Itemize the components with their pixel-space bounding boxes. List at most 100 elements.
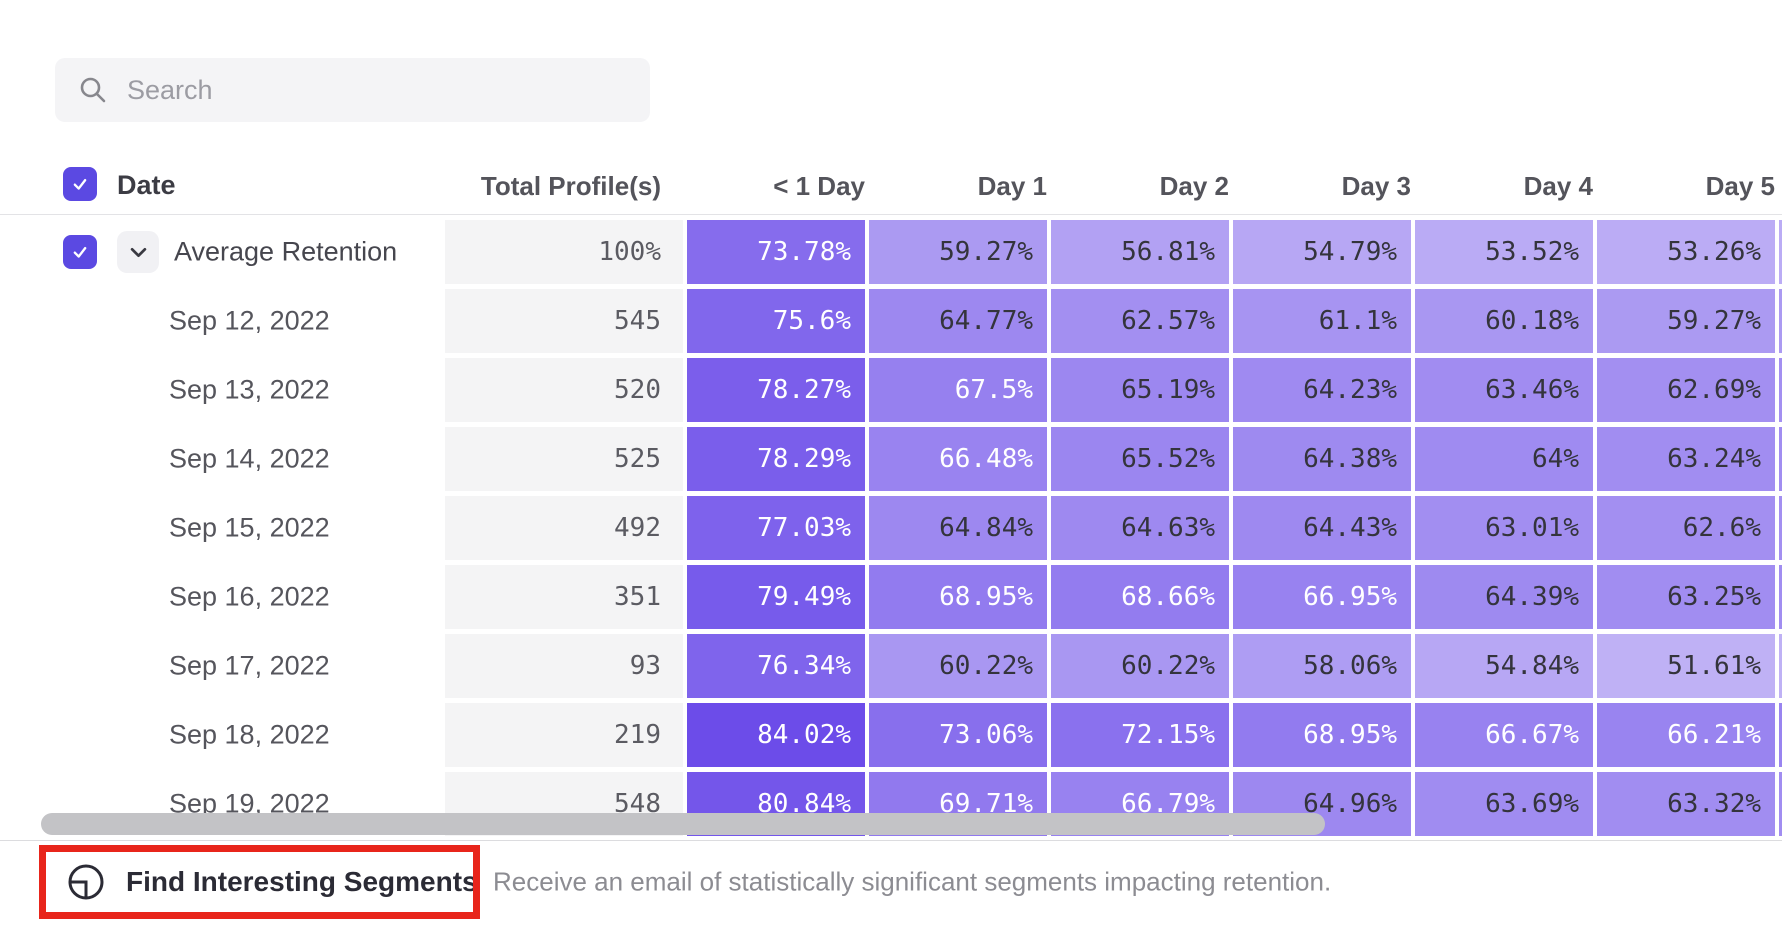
- retention-heat-cell: 78.29%: [687, 427, 865, 491]
- total-profiles-cell: 351: [445, 565, 683, 629]
- table-row: Sep 14, 2022 525 78.29% 66.48% 65.52% 64.38% 6…: [0, 427, 1782, 491]
- expand-collapse-button[interactable]: [117, 231, 159, 273]
- retention-heat-cell: 66.48%: [869, 427, 1047, 491]
- clipped-next-column-cell: [1779, 358, 1782, 422]
- table-row: Sep 18, 2022 219 84.02% 73.06% 72.15% 68.95% 6…: [0, 703, 1782, 767]
- retention-heat-cell: 68.95%: [1233, 703, 1411, 767]
- cohort-date-label: Sep 15, 2022: [169, 512, 330, 543]
- retention-heat-cell: 64%: [1415, 427, 1593, 491]
- check-icon: [73, 246, 87, 258]
- retention-heat-cell: 54.84%: [1415, 634, 1593, 698]
- table-row: Sep 12, 2022 545 75.6% 64.77% 62.57% 61.1% 60.…: [0, 289, 1782, 353]
- retention-heat-cell: 78.27%: [687, 358, 865, 422]
- total-profiles-cell: 520: [445, 358, 683, 422]
- average-retention-checkbox[interactable]: [63, 235, 97, 269]
- retention-heat-cell: 64.77%: [869, 289, 1047, 353]
- retention-heat-cell: 68.66%: [1051, 565, 1229, 629]
- retention-heat-cell: 76.34%: [687, 634, 865, 698]
- clipped-next-column-cell: [1779, 427, 1782, 491]
- table-row: Sep 13, 2022 520 78.27% 67.5% 65.19% 64.23% 63…: [0, 358, 1782, 422]
- retention-heat-cell: 66.21%: [1597, 703, 1775, 767]
- horizontal-scrollbar-thumb[interactable]: [41, 813, 1325, 835]
- search-box[interactable]: [55, 58, 650, 122]
- retention-heat-cell: 67.5%: [869, 358, 1047, 422]
- table-row: Average Retention 100% 73.78% 59.27% 56.81% 5…: [0, 220, 1782, 284]
- day-column-header: Day 5: [1705, 171, 1775, 201]
- cohort-date-label: Sep 14, 2022: [169, 443, 330, 474]
- retention-heat-cell: 59.27%: [869, 220, 1047, 284]
- cohort-date-label: Sep 12, 2022: [169, 305, 330, 336]
- retention-heat-cell: 66.67%: [1415, 703, 1593, 767]
- clipped-next-column-cell: [1779, 565, 1782, 629]
- retention-heat-cell: 64.84%: [869, 496, 1047, 560]
- retention-heat-cell: 66.95%: [1233, 565, 1411, 629]
- find-interesting-segments-button[interactable]: Find Interesting Segments: [126, 866, 478, 897]
- retention-heat-cell: 60.18%: [1415, 289, 1593, 353]
- retention-heat-cell: 62.69%: [1597, 358, 1775, 422]
- retention-heat-cell: 51.61%: [1597, 634, 1775, 698]
- retention-heat-cell: 63.46%: [1415, 358, 1593, 422]
- total-profiles-cell: 93: [445, 634, 683, 698]
- cohort-date-label: Sep 16, 2022: [169, 581, 330, 612]
- segments-pie-icon: [68, 864, 104, 900]
- day-column-header: Day 3: [1341, 171, 1411, 201]
- retention-heat-cell: 64.39%: [1415, 565, 1593, 629]
- total-profiles-cell: 545: [445, 289, 683, 353]
- cohort-date-label: Sep 17, 2022: [169, 650, 330, 681]
- retention-heat-cell: 63.32%: [1597, 772, 1775, 836]
- total-profiles-cell: 492: [445, 496, 683, 560]
- retention-heat-cell: 53.26%: [1597, 220, 1775, 284]
- retention-heat-cell: 77.03%: [687, 496, 865, 560]
- date-column-header: Date: [117, 170, 176, 200]
- clipped-next-column-cell: [1779, 220, 1782, 284]
- retention-heat-cell: 63.25%: [1597, 565, 1775, 629]
- select-all-checkbox[interactable]: [63, 167, 97, 201]
- day-column-header: Day 1: [977, 171, 1047, 201]
- retention-heat-cell: 56.81%: [1051, 220, 1229, 284]
- clipped-next-column-cell: [1779, 634, 1782, 698]
- retention-heat-cell: 58.06%: [1233, 634, 1411, 698]
- retention-heat-cell: 64.63%: [1051, 496, 1229, 560]
- clipped-next-column-cell: [1779, 772, 1782, 836]
- retention-heat-cell: 54.79%: [1233, 220, 1411, 284]
- retention-heat-cell: 63.01%: [1415, 496, 1593, 560]
- retention-heat-cell: 65.52%: [1051, 427, 1229, 491]
- day-column-header: Day 2: [1159, 171, 1229, 201]
- clipped-next-column-cell: [1779, 289, 1782, 353]
- total-profiles-column-header: Total Profile(s): [480, 171, 661, 201]
- search-input[interactable]: [125, 73, 609, 107]
- retention-heat-cell: 79.49%: [687, 565, 865, 629]
- retention-heat-cell: 73.78%: [687, 220, 865, 284]
- clipped-next-column-cell: [1779, 496, 1782, 560]
- retention-heat-cell: 60.22%: [1051, 634, 1229, 698]
- table-row: Sep 16, 2022 351 79.49% 68.95% 68.66% 66.95% 6…: [0, 565, 1782, 629]
- retention-heat-cell: 53.52%: [1415, 220, 1593, 284]
- table-row: Sep 15, 2022 492 77.03% 64.84% 64.63% 64.43% 6…: [0, 496, 1782, 560]
- search-icon: [80, 77, 106, 103]
- cohort-date-label: Sep 18, 2022: [169, 719, 330, 750]
- retention-heat-cell: 68.95%: [869, 565, 1047, 629]
- table-row: Sep 17, 2022 93 76.34% 60.22% 60.22% 58.06% 54…: [0, 634, 1782, 698]
- retention-heat-cell: 64.43%: [1233, 496, 1411, 560]
- total-profiles-cell: 525: [445, 427, 683, 491]
- retention-heat-cell: 64.38%: [1233, 427, 1411, 491]
- cohort-date-label: Sep 13, 2022: [169, 374, 330, 405]
- retention-heat-cell: 73.06%: [869, 703, 1047, 767]
- retention-heat-cell: 63.69%: [1415, 772, 1593, 836]
- segments-description: Receive an email of statistically signif…: [493, 866, 1332, 897]
- day-column-header: Day 4: [1523, 171, 1593, 201]
- retention-heat-cell: 61.1%: [1233, 289, 1411, 353]
- header-divider: [0, 214, 1782, 215]
- clipped-next-column-cell: [1779, 703, 1782, 767]
- retention-heat-cell: 72.15%: [1051, 703, 1229, 767]
- retention-heat-cell: 75.6%: [687, 289, 865, 353]
- retention-heat-cell: 84.02%: [687, 703, 865, 767]
- average-retention-label: Average Retention: [174, 236, 398, 267]
- retention-heat-cell: 63.24%: [1597, 427, 1775, 491]
- check-icon: [73, 178, 87, 190]
- retention-heat-cell: 59.27%: [1597, 289, 1775, 353]
- footer-divider: [0, 840, 1782, 841]
- retention-heat-cell: 64.23%: [1233, 358, 1411, 422]
- retention-heat-cell: 62.6%: [1597, 496, 1775, 560]
- retention-heat-cell: 60.22%: [869, 634, 1047, 698]
